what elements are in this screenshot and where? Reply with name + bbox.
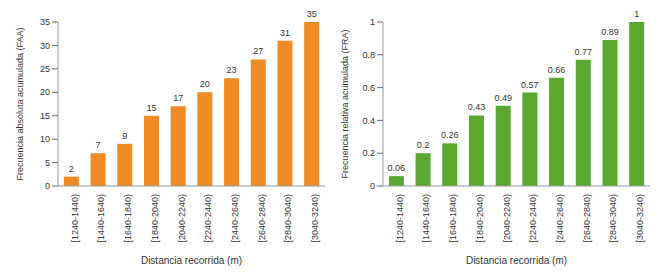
svg-text:20: 20 bbox=[200, 79, 210, 89]
svg-text:0.2: 0.2 bbox=[362, 148, 375, 158]
svg-text:0: 0 bbox=[45, 181, 50, 191]
svg-text:17: 17 bbox=[173, 93, 183, 103]
svg-text:1: 1 bbox=[370, 17, 375, 27]
svg-text:2: 2 bbox=[69, 164, 74, 174]
svg-text:Distancia recorrida (m): Distancia recorrida (m) bbox=[466, 255, 567, 266]
svg-text:[2040-2240): [2040-2240) bbox=[177, 194, 187, 243]
svg-text:7: 7 bbox=[96, 140, 101, 150]
svg-text:0.66: 0.66 bbox=[548, 65, 566, 75]
svg-text:[2840-3040): [2840-3040) bbox=[283, 194, 293, 243]
svg-text:30: 30 bbox=[40, 41, 50, 51]
svg-text:0.06: 0.06 bbox=[388, 163, 406, 173]
svg-text:15: 15 bbox=[146, 103, 156, 113]
svg-text:[1240-1440): [1240-1440) bbox=[70, 194, 80, 243]
svg-text:[2240-2440): [2240-2440) bbox=[203, 194, 213, 243]
svg-text:[1840-2040): [1840-2040) bbox=[475, 194, 485, 243]
svg-text:0.6: 0.6 bbox=[362, 83, 375, 93]
svg-text:[2840-3040): [2840-3040) bbox=[608, 194, 618, 243]
svg-text:0.4: 0.4 bbox=[362, 116, 375, 126]
svg-text:9: 9 bbox=[122, 131, 127, 141]
svg-text:[2440-2640): [2440-2640) bbox=[555, 194, 565, 243]
svg-text:0.8: 0.8 bbox=[362, 50, 375, 60]
svg-text:0.89: 0.89 bbox=[601, 27, 619, 37]
svg-text:[1440-1640): [1440-1640) bbox=[96, 194, 106, 243]
svg-text:[1640-1840): [1640-1840) bbox=[123, 194, 133, 243]
svg-text:0: 0 bbox=[370, 181, 375, 191]
svg-text:[3040-3240): [3040-3240) bbox=[635, 194, 645, 243]
svg-text:[3040-3240): [3040-3240) bbox=[310, 194, 320, 243]
svg-text:[2240-2440): [2240-2440) bbox=[528, 194, 538, 243]
svg-text:[1440-1640): [1440-1640) bbox=[421, 194, 431, 243]
svg-text:1: 1 bbox=[634, 9, 639, 19]
svg-text:31: 31 bbox=[280, 28, 290, 38]
svg-text:[2640-2840): [2640-2840) bbox=[257, 194, 267, 243]
svg-text:0.57: 0.57 bbox=[521, 80, 539, 90]
svg-text:0.43: 0.43 bbox=[468, 102, 486, 112]
svg-text:35: 35 bbox=[307, 9, 317, 19]
svg-text:27: 27 bbox=[253, 46, 263, 56]
svg-text:20: 20 bbox=[40, 87, 50, 97]
svg-text:15: 15 bbox=[40, 111, 50, 121]
svg-text:0.26: 0.26 bbox=[441, 130, 459, 140]
svg-text:10: 10 bbox=[40, 134, 50, 144]
svg-text:Frecuencia relativa acumulada: Frecuencia relativa acumulada (FRA) bbox=[340, 29, 350, 178]
svg-text:23: 23 bbox=[227, 65, 237, 75]
svg-text:0.49: 0.49 bbox=[494, 93, 512, 103]
svg-text:[1840-2040): [1840-2040) bbox=[150, 194, 160, 243]
svg-text:0.2: 0.2 bbox=[417, 140, 430, 150]
svg-text:5: 5 bbox=[45, 158, 50, 168]
svg-text:Frecuencia absoluta acumulada: Frecuencia absoluta acumulada (FAA) bbox=[15, 27, 25, 180]
svg-text:0.77: 0.77 bbox=[575, 47, 593, 57]
svg-text:[2640-2840): [2640-2840) bbox=[582, 194, 592, 243]
svg-text:[1640-1840): [1640-1840) bbox=[448, 194, 458, 243]
svg-text:25: 25 bbox=[40, 64, 50, 74]
svg-text:[1240-1440): [1240-1440) bbox=[395, 194, 405, 243]
svg-text:[2040-2240): [2040-2240) bbox=[502, 194, 512, 243]
svg-text:35: 35 bbox=[40, 17, 50, 27]
svg-text:[2440-2640): [2440-2640) bbox=[230, 194, 240, 243]
svg-text:Distancia recorrida (m): Distancia recorrida (m) bbox=[141, 255, 242, 266]
